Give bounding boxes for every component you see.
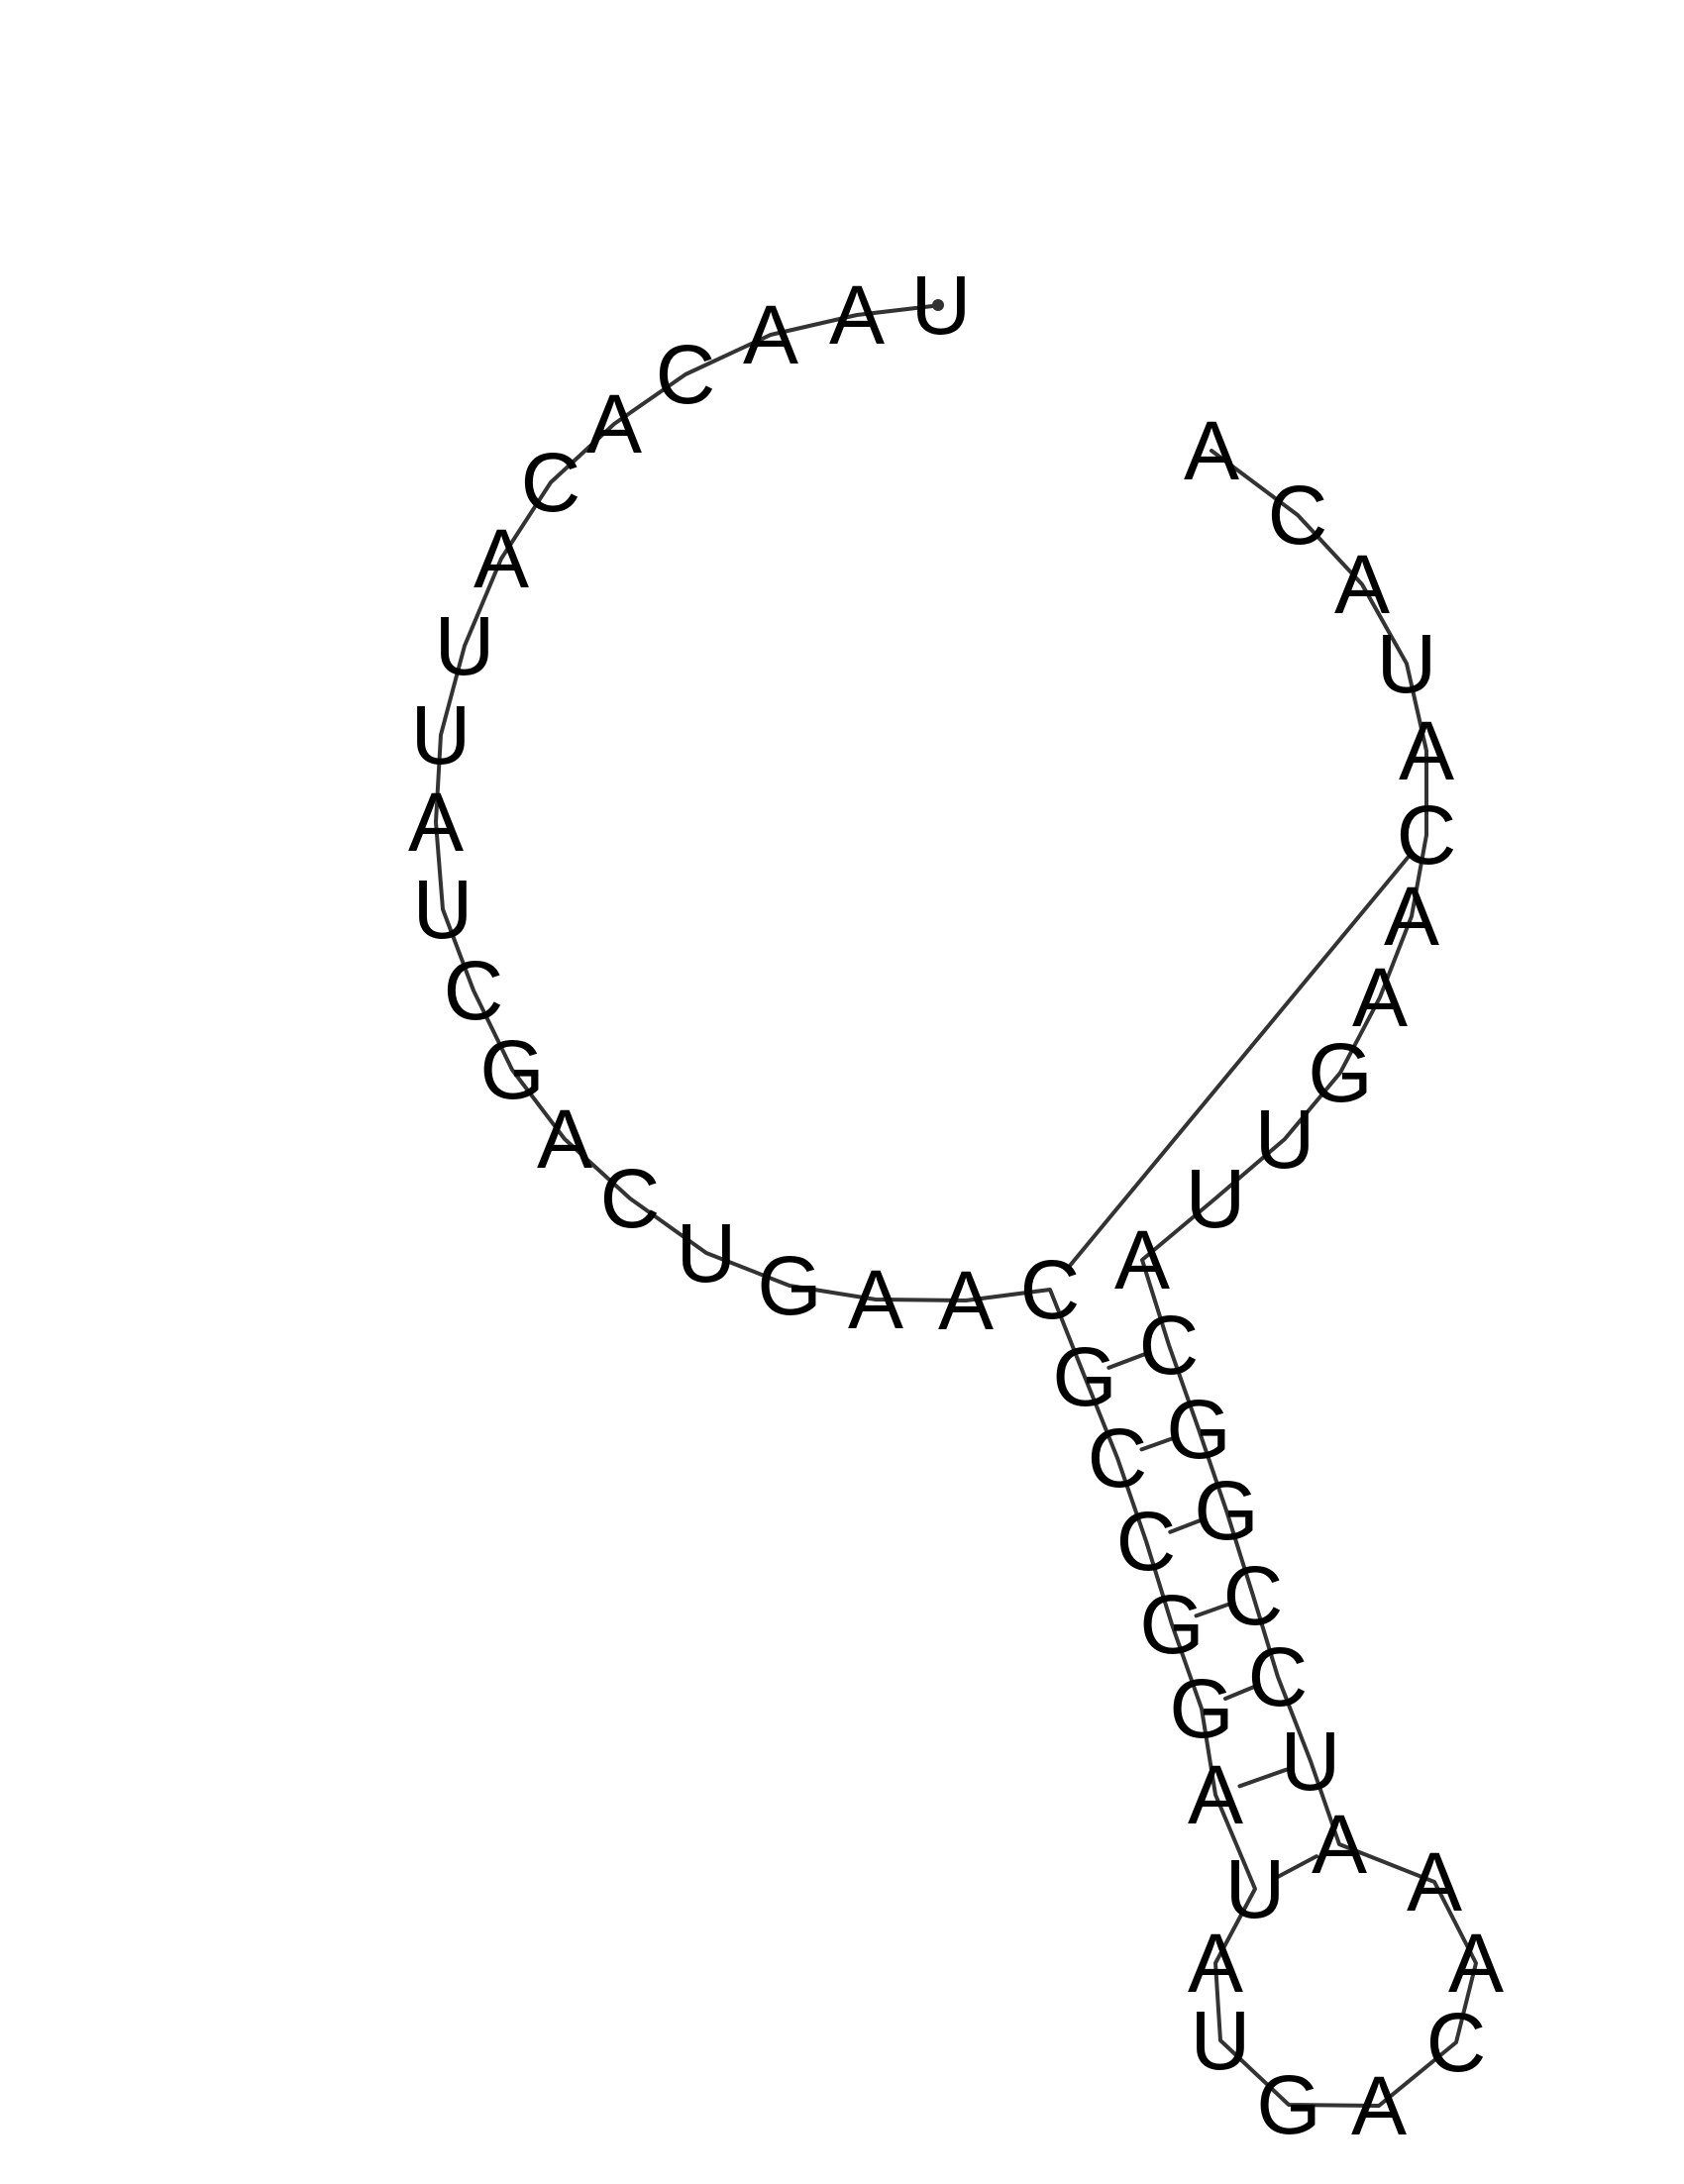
nucleotide: U [1377, 617, 1437, 710]
nucleotide: C [656, 328, 716, 421]
nucleotide: G [1194, 1464, 1258, 1557]
nucleotide: G [757, 1239, 821, 1332]
nucleotide: G [1256, 2058, 1320, 2151]
nucleotide: U [1225, 1842, 1286, 1935]
base-pair-line [1223, 1684, 1256, 1702]
nucleotide: A [1184, 404, 1239, 497]
nucleotide: U [411, 688, 472, 781]
nucleotide: A [1351, 2059, 1407, 2152]
nucleotide: A [1407, 1835, 1462, 1928]
nucleotide: A [1188, 1917, 1243, 2010]
nucleotide: A [474, 512, 529, 605]
five-prime-marker [932, 299, 944, 311]
nucleotide: A [1114, 1213, 1170, 1306]
base-pair-line [1194, 1602, 1231, 1618]
nucleotide: A [408, 776, 464, 869]
base-pair-line [1168, 1517, 1205, 1534]
nucleotide: U [1186, 1152, 1246, 1245]
base-pair-line [1064, 853, 1413, 1272]
nucleotide: A [743, 288, 798, 381]
nucleotide: G [479, 1023, 544, 1116]
base-pair-line [1275, 1854, 1319, 1879]
nucleotide: G [1308, 1026, 1372, 1119]
nucleotide: C [1020, 1243, 1081, 1336]
nucleotide: U [435, 599, 495, 692]
nucleotide: C [521, 436, 581, 529]
nucleotide: C [1426, 1996, 1487, 2089]
nucleotide: C [1139, 1299, 1200, 1392]
nucleotide: A [1352, 951, 1408, 1044]
nucleotide: A [1312, 1798, 1367, 1891]
nucleotide: G [1052, 1330, 1116, 1423]
nucleotide: A [1188, 1748, 1243, 1841]
backbone-line [434, 303, 1478, 2108]
base-pair-line [1237, 1767, 1289, 1789]
nucleotide: C [1268, 468, 1328, 562]
base-pair-line [1139, 1435, 1177, 1452]
nucleotide: C [1088, 1411, 1148, 1505]
nucleotide: A [938, 1254, 994, 1347]
nucleotide: A [1334, 538, 1390, 631]
nucleotide: U [911, 259, 972, 352]
nucleotide: G [1166, 1383, 1230, 1476]
nucleotide: G [1139, 1578, 1204, 1671]
nucleotide: A [586, 377, 642, 470]
nucleotide: A [537, 1092, 592, 1186]
nucleotide: A [1399, 704, 1454, 797]
nucleotide: C [1248, 1630, 1309, 1723]
nucleotide: U [677, 1206, 737, 1300]
nucleotide: C [1223, 1549, 1284, 1642]
nucleotide: C [600, 1152, 661, 1245]
nucleotide: U [1191, 1994, 1251, 2087]
nucleotide: C [1397, 788, 1457, 882]
nucleotide: U [413, 863, 474, 956]
nucleotide: G [1169, 1662, 1233, 1755]
nucleotide: C [444, 944, 504, 1037]
nucleotide: A [848, 1253, 903, 1346]
nucleotide: U [1281, 1715, 1341, 1808]
nucleotide: A [1448, 1917, 1504, 2010]
nucleotide: U [1255, 1092, 1316, 1186]
nucleotide: A [1384, 870, 1439, 963]
base-pair-line [1106, 1352, 1147, 1370]
nucleotide: A [829, 268, 885, 362]
nucleotide: C [1116, 1495, 1177, 1588]
